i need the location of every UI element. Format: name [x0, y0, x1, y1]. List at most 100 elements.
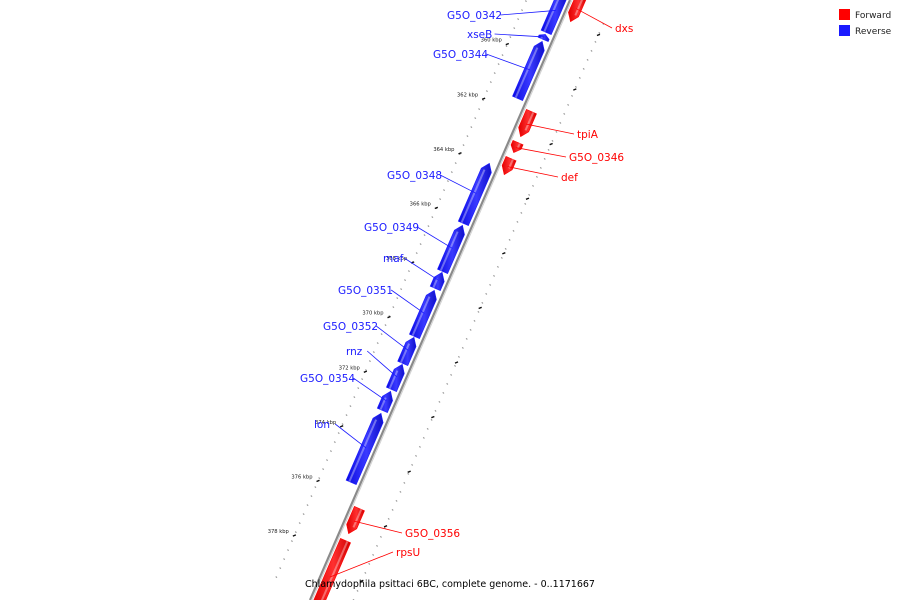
minor-tick — [532, 184, 535, 187]
minor-tick — [290, 540, 293, 543]
major-tick — [387, 315, 391, 319]
legend-forward-label: Forward — [855, 11, 891, 21]
gene-g5o_0356[interactable] — [346, 506, 365, 535]
minor-tick — [415, 454, 418, 457]
tick-label: 364 kbp — [433, 147, 455, 153]
minor-tick — [528, 193, 531, 196]
minor-tick — [384, 324, 387, 327]
gene-lon[interactable] — [345, 412, 384, 485]
minor-tick — [567, 103, 570, 106]
minor-tick — [407, 472, 410, 475]
minor-tick — [314, 486, 317, 489]
gene-g5o_0344[interactable] — [512, 40, 545, 101]
gene-label-g5o_0344[interactable]: G5O_0344 — [433, 49, 488, 61]
minor-tick — [407, 270, 410, 273]
gene-label-g5o_0351[interactable]: G5O_0351 — [338, 285, 393, 297]
minor-tick — [368, 360, 371, 363]
gene-label-def[interactable]: def — [561, 172, 578, 184]
gene-label-tpia[interactable]: tpiA — [577, 129, 599, 141]
gene-xseb[interactable] — [537, 34, 550, 42]
gene-label-g5o_0356[interactable]: G5O_0356 — [405, 528, 460, 540]
minor-tick — [516, 220, 519, 223]
leader-line — [515, 147, 567, 158]
leader-line — [500, 10, 556, 16]
minor-tick — [497, 63, 500, 66]
gene-label-maf[interactable]: maf — [383, 253, 404, 265]
tick-label: 362 kbp — [457, 92, 479, 98]
minor-tick — [500, 256, 503, 259]
gene-g5o_0349[interactable] — [437, 224, 465, 274]
leader-line — [486, 53, 531, 71]
minor-tick — [383, 526, 386, 529]
minor-tick — [454, 364, 457, 367]
gene-g5o_0352[interactable] — [397, 336, 417, 366]
minor-tick — [547, 148, 550, 151]
minor-tick — [419, 243, 422, 246]
minor-tick — [524, 0, 527, 3]
gene-highlight — [516, 142, 521, 149]
leader-line — [440, 174, 477, 194]
gene-label-g5o_0346[interactable]: G5O_0346 — [569, 152, 624, 164]
leader-line — [329, 551, 394, 578]
minor-tick — [376, 342, 379, 345]
minor-tick — [380, 333, 383, 336]
gene-label-g5o_0342[interactable]: G5O_0342 — [447, 10, 502, 22]
minor-tick — [337, 432, 340, 435]
legend: Forward Reverse — [839, 9, 892, 37]
gene-highlight — [432, 278, 439, 289]
minor-tick — [512, 229, 515, 232]
minor-tick — [364, 571, 367, 574]
minor-tick — [513, 27, 516, 30]
gene-highlight — [574, 0, 584, 16]
gene-highlight — [439, 231, 459, 272]
gene-tpia[interactable] — [518, 109, 537, 138]
gene-label-dxs[interactable]: dxs — [615, 23, 633, 35]
minor-tick — [353, 396, 356, 399]
minor-tick — [326, 459, 329, 462]
major-tick — [505, 42, 510, 46]
minor-tick — [485, 90, 488, 93]
minor-tick — [457, 355, 460, 358]
major-tick — [292, 534, 297, 537]
gene-g5o_0348[interactable] — [457, 162, 492, 226]
tick-label: 360 kbp — [481, 38, 503, 44]
gene-label-g5o_0352[interactable]: G5O_0352 — [323, 321, 378, 333]
gene-label-lon[interactable]: lon — [314, 419, 330, 431]
gene-maf[interactable] — [429, 271, 445, 291]
minor-tick — [422, 436, 425, 439]
leader-line — [353, 520, 403, 534]
gene-label-g5o_0348[interactable]: G5O_0348 — [387, 170, 442, 182]
gene-label-g5o_0349[interactable]: G5O_0349 — [364, 222, 419, 234]
gene-g5o_0342[interactable] — [540, 0, 567, 35]
legend-forward-swatch — [839, 9, 850, 20]
gene-def[interactable] — [501, 156, 517, 176]
gene-g5o_0354[interactable] — [376, 390, 393, 413]
minor-tick — [392, 306, 395, 309]
minor-tick — [275, 576, 278, 579]
gene-highlight — [411, 296, 431, 337]
gene-label-rpsu[interactable]: rpsU — [396, 547, 420, 559]
gene-label-rnz[interactable]: rnz — [346, 346, 363, 358]
gene-g5o_0351[interactable] — [409, 289, 437, 339]
gene-rnz[interactable] — [386, 363, 405, 392]
minor-tick — [341, 423, 344, 426]
gene-rpsu[interactable] — [312, 538, 351, 600]
gene-dxs[interactable] — [568, 0, 587, 23]
minor-tick — [493, 274, 496, 277]
gene-g5o_0346[interactable] — [510, 140, 524, 154]
minor-tick — [431, 216, 434, 219]
minor-tick — [594, 40, 597, 43]
gene-label-g5o_0354[interactable]: G5O_0354 — [300, 373, 355, 385]
minor-tick — [454, 162, 457, 165]
leader-line — [375, 325, 409, 351]
tick-label: 372 kbp — [339, 365, 361, 371]
minor-tick — [333, 441, 336, 444]
minor-tick — [521, 9, 524, 12]
gene-label-xseb[interactable]: xseB — [467, 29, 492, 41]
minor-tick — [294, 531, 297, 534]
genome-backbone — [308, 0, 572, 600]
minor-tick — [411, 463, 414, 466]
minor-tick — [450, 373, 453, 376]
minor-tick — [493, 72, 496, 75]
